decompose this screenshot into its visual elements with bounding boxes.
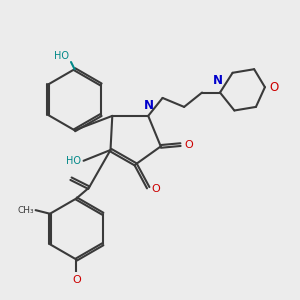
Text: HO: HO	[66, 156, 81, 166]
Text: O: O	[72, 274, 81, 285]
Text: O: O	[269, 81, 278, 94]
Text: O: O	[184, 140, 193, 150]
Text: N: N	[144, 99, 154, 112]
Text: CH₃: CH₃	[17, 206, 34, 214]
Text: N: N	[213, 74, 223, 87]
Text: HO: HO	[54, 51, 69, 61]
Text: O: O	[152, 184, 161, 194]
